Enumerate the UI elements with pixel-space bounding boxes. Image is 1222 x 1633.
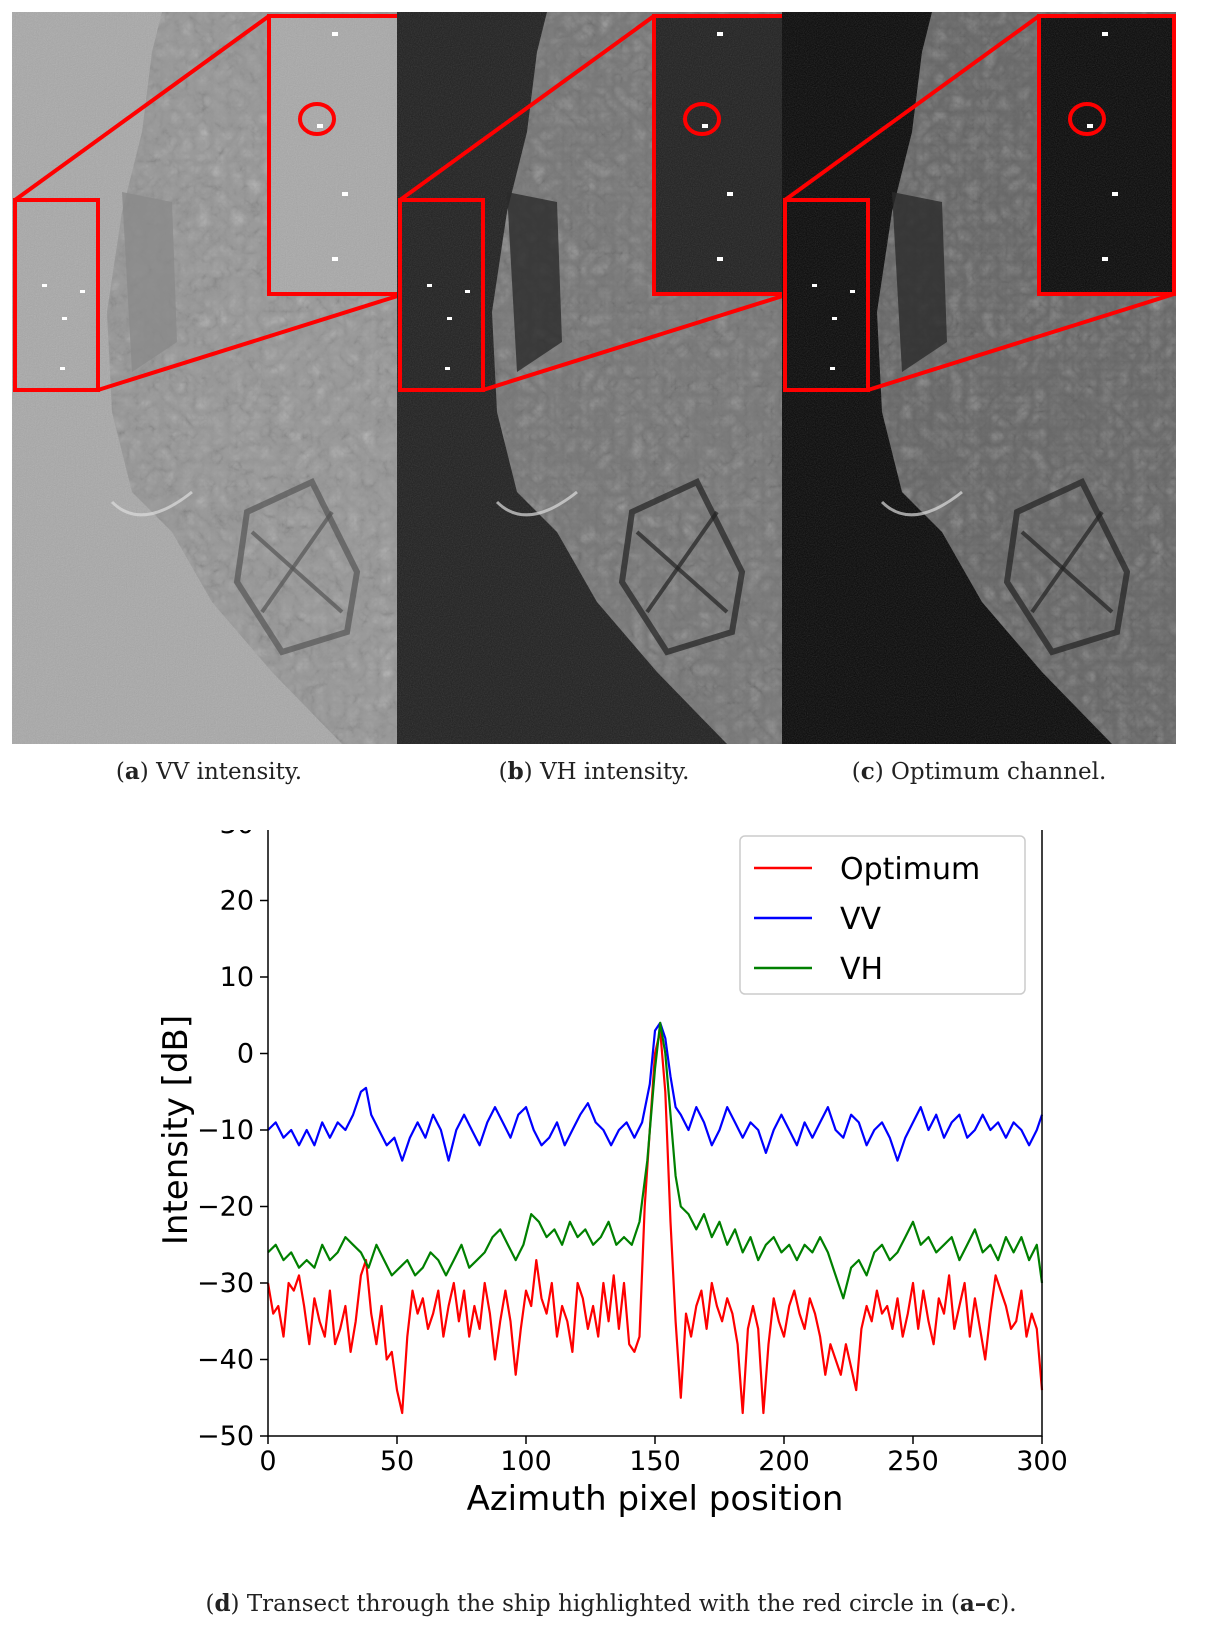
ship-marker: [830, 367, 835, 370]
legend-label-vh: VH: [840, 952, 883, 987]
breakwater: [110, 490, 193, 517]
harbor-basin: [507, 192, 562, 372]
inset-noise: [1039, 16, 1174, 294]
x-tick-label: 0: [259, 1446, 276, 1477]
x-tick-label: 150: [629, 1446, 681, 1477]
ship-marker: [465, 290, 470, 293]
zoom-box: [783, 198, 870, 392]
caption-a: (a) VV intensity.: [115, 758, 303, 785]
zoom-box: [13, 198, 100, 392]
ship-marker: [1102, 32, 1108, 36]
ship-marker: [332, 32, 338, 36]
y-tick-label: 10: [220, 962, 254, 993]
runway-line: [635, 530, 729, 614]
zoom-box: [398, 198, 485, 392]
sar-image-a: [12, 12, 406, 744]
airport-runway: [233, 478, 361, 656]
ship-marker: [445, 367, 450, 370]
highlight-circle: [1068, 102, 1106, 136]
transect-chart: 0 50 100 150 200 250 300 −50 −40 −30 −20 −10 0 10 20 30…: [156, 830, 1068, 1519]
x-tick-label: 200: [758, 1446, 810, 1477]
ship-marker: [332, 257, 338, 261]
runway-line: [1020, 530, 1114, 614]
inset-noise: [654, 16, 789, 294]
ship-marker: [317, 124, 323, 128]
zoom-connector: [783, 14, 1041, 202]
ship-marker: [812, 284, 817, 287]
caption-ref: a–c: [959, 1590, 1001, 1617]
sar-image-c: [782, 12, 1176, 744]
ship-marker: [1102, 257, 1108, 261]
runway-line: [260, 510, 334, 614]
zoom-connector: [97, 292, 405, 392]
zoom-connector: [398, 14, 656, 202]
y-tick-label: −20: [197, 1192, 254, 1223]
caption-letter: b: [507, 758, 524, 785]
y-tick-label: 30: [220, 830, 254, 840]
caption-c: (c) Optimum channel.: [851, 758, 1107, 785]
runway-line: [250, 530, 344, 614]
x-axis-label: Azimuth pixel position: [467, 1479, 844, 1519]
zoom-connector: [13, 14, 271, 202]
airport-runway: [1003, 478, 1131, 656]
y-tick-label: 0: [237, 1039, 254, 1070]
airport-runway: [618, 478, 746, 656]
harbor-basin: [122, 192, 177, 372]
inset-frame: [1037, 14, 1176, 296]
breakwater: [495, 490, 578, 517]
sar-image-b: [397, 12, 791, 744]
ship-marker: [727, 192, 733, 196]
y-tick-label: −10: [197, 1115, 254, 1146]
ship-marker: [850, 290, 855, 293]
caption-letter: a: [124, 758, 140, 785]
x-tick-label: 250: [887, 1446, 939, 1477]
caption-text: Optimum channel.: [883, 759, 1107, 785]
zoom-connector: [867, 292, 1175, 392]
highlight-circle: [683, 102, 721, 136]
series-line-vv: [267, 1021, 1044, 1162]
y-tick-label: 20: [220, 886, 254, 917]
ship-marker: [1112, 192, 1118, 196]
legend-label-optimum: Optimum: [840, 852, 980, 887]
caption-text: VH intensity.: [532, 759, 690, 785]
ship-marker: [60, 367, 65, 370]
x-tick-label: 100: [500, 1446, 552, 1477]
ship-marker: [717, 257, 723, 261]
inset-noise: [269, 16, 404, 294]
series-line-optimum: [266, 1029, 1044, 1415]
runway-line: [645, 510, 719, 614]
y-tick-label: −50: [197, 1421, 254, 1452]
legend-label-vv: VV: [840, 902, 882, 937]
x-tick-label: 50: [380, 1446, 414, 1477]
caption-text: VV intensity.: [148, 759, 303, 785]
ship-marker: [1087, 124, 1093, 128]
ship-marker: [80, 290, 85, 293]
ship-marker: [427, 284, 432, 287]
y-tick-label: −40: [197, 1345, 254, 1376]
caption-pre: Transect through the ship highlighted wi…: [239, 1591, 960, 1617]
ship-marker: [62, 317, 67, 320]
bottom-caption: (d) Transect through the ship highlighte…: [205, 1590, 1017, 1617]
y-tick-label: −30: [197, 1268, 254, 1299]
zoom-connector: [482, 292, 790, 392]
ship-marker: [42, 284, 47, 287]
runway-line: [1030, 510, 1104, 614]
harbor-basin: [892, 192, 947, 372]
ship-marker: [717, 32, 723, 36]
legend-box: [739, 835, 1026, 995]
y-axis-label: Intensity [dB]: [156, 1015, 196, 1245]
breakwater: [880, 490, 963, 517]
series-line-vh: [267, 1021, 1044, 1300]
highlight-circle: [298, 102, 336, 136]
x-tick-label: 300: [1016, 1446, 1068, 1477]
ship-marker: [832, 317, 837, 320]
ship-marker: [702, 124, 708, 128]
ship-marker: [447, 317, 452, 320]
caption-b: (b) VH intensity.: [498, 758, 690, 785]
caption-post: ).: [1000, 1591, 1017, 1617]
caption-letter: d: [214, 1590, 231, 1617]
caption-letter: c: [860, 758, 875, 785]
ship-marker: [342, 192, 348, 196]
